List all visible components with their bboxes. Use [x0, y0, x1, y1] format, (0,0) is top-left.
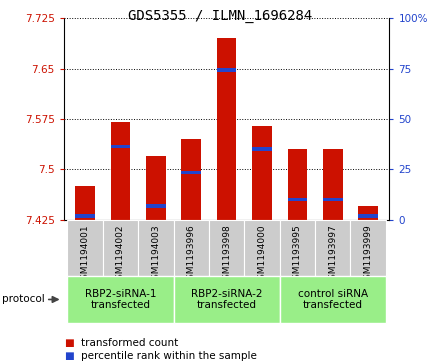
FancyBboxPatch shape	[103, 220, 138, 276]
Bar	[111, 144, 130, 148]
Text: protocol: protocol	[2, 294, 45, 305]
Text: GSM1193997: GSM1193997	[328, 224, 337, 285]
Bar	[288, 198, 307, 201]
Bar	[323, 149, 342, 220]
Text: GDS5355 / ILMN_1696284: GDS5355 / ILMN_1696284	[128, 9, 312, 23]
Bar	[252, 147, 272, 151]
Text: transformed count: transformed count	[81, 338, 179, 348]
FancyBboxPatch shape	[173, 276, 280, 323]
Bar	[75, 186, 95, 220]
FancyBboxPatch shape	[351, 220, 386, 276]
Text: GSM1193999: GSM1193999	[364, 224, 373, 285]
Bar	[146, 204, 165, 208]
Text: GSM1193996: GSM1193996	[187, 224, 196, 285]
Bar	[146, 156, 165, 220]
FancyBboxPatch shape	[244, 220, 280, 276]
FancyBboxPatch shape	[280, 220, 315, 276]
FancyBboxPatch shape	[315, 220, 351, 276]
Text: RBP2-siRNA-2
transfected: RBP2-siRNA-2 transfected	[191, 289, 262, 310]
Text: GSM1194000: GSM1194000	[257, 224, 267, 285]
Bar	[359, 214, 378, 218]
FancyBboxPatch shape	[138, 220, 173, 276]
Bar	[217, 68, 236, 72]
FancyBboxPatch shape	[173, 220, 209, 276]
Bar	[252, 126, 272, 220]
Text: ■: ■	[64, 338, 73, 348]
FancyBboxPatch shape	[67, 220, 103, 276]
Bar	[217, 38, 236, 220]
Bar	[181, 139, 201, 220]
Bar	[111, 122, 130, 220]
Text: GSM1194001: GSM1194001	[81, 224, 89, 285]
Text: GSM1193998: GSM1193998	[222, 224, 231, 285]
Text: GSM1194003: GSM1194003	[151, 224, 160, 285]
Bar	[75, 214, 95, 218]
Text: GSM1194002: GSM1194002	[116, 224, 125, 285]
FancyBboxPatch shape	[67, 276, 173, 323]
Text: RBP2-siRNA-1
transfected: RBP2-siRNA-1 transfected	[84, 289, 156, 310]
FancyBboxPatch shape	[280, 276, 386, 323]
Bar	[288, 149, 307, 220]
FancyBboxPatch shape	[209, 220, 244, 276]
Text: percentile rank within the sample: percentile rank within the sample	[81, 351, 257, 361]
Text: GSM1193995: GSM1193995	[293, 224, 302, 285]
Bar	[181, 171, 201, 174]
Text: control siRNA
transfected: control siRNA transfected	[298, 289, 368, 310]
Bar	[359, 206, 378, 220]
Bar	[323, 198, 342, 201]
Text: ■: ■	[64, 351, 73, 361]
